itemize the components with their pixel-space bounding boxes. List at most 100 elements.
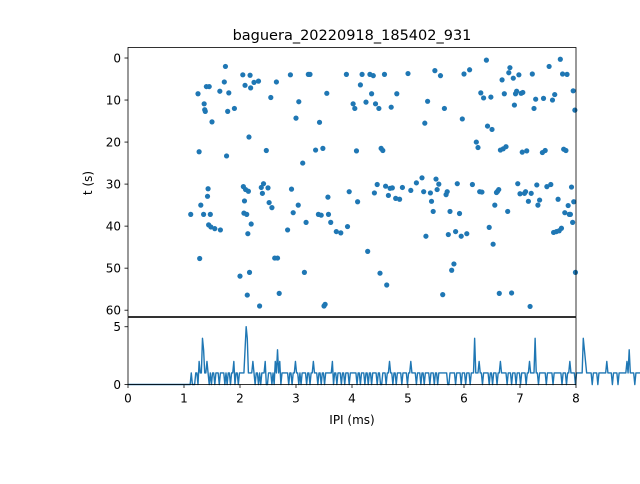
scatter-point — [385, 192, 391, 199]
top-y-tick-label: 60 — [106, 304, 121, 318]
scatter-point — [274, 255, 281, 261]
scatter-point — [198, 202, 204, 208]
scatter-point — [562, 210, 568, 216]
bottom-x-tick-label: 5 — [404, 392, 412, 406]
scatter-point — [524, 148, 530, 154]
scatter-point — [499, 77, 505, 83]
top-y-tick-label: 50 — [106, 262, 121, 276]
scatter-point — [276, 290, 282, 296]
scatter-point — [503, 144, 509, 150]
scatter-point — [537, 197, 543, 203]
scatter-point — [447, 208, 453, 215]
scatter-point — [496, 290, 502, 296]
bottom-plot-frame — [127, 317, 577, 385]
scatter-point — [434, 186, 440, 193]
scatter-point — [459, 116, 465, 122]
scatter-point — [523, 189, 529, 195]
scatter-point — [517, 191, 523, 197]
scatter-point — [231, 105, 237, 112]
scatter-point — [572, 269, 579, 275]
scatter-point — [295, 202, 301, 208]
scatter-point — [558, 225, 565, 231]
scatter-point — [245, 188, 251, 194]
scatter-point — [422, 120, 428, 126]
scatter-point — [202, 108, 208, 114]
scatter-point — [437, 73, 444, 79]
scatter-point — [320, 145, 326, 151]
scatter-point — [484, 123, 491, 129]
scatter-point — [542, 147, 548, 154]
scatter-point — [365, 248, 371, 254]
scatter-point — [328, 219, 334, 225]
scatter-point — [207, 211, 213, 217]
scatter-point — [355, 199, 361, 205]
scatter-point — [196, 149, 202, 155]
scatter-point — [456, 210, 463, 217]
scatter-point — [266, 199, 272, 206]
scatter-points — [188, 56, 579, 310]
scatter-point — [469, 181, 475, 188]
scatter-point — [287, 72, 293, 78]
bottom-y-tick-label: 5 — [113, 320, 121, 334]
scatter-point — [226, 90, 232, 96]
scatter-point — [464, 231, 470, 237]
scatter-point — [475, 144, 481, 151]
top-y-tick-label: 30 — [106, 178, 121, 192]
bottom-y-ticks: 05 — [113, 320, 128, 392]
scatter-point — [221, 79, 227, 85]
scatter-point — [325, 194, 331, 200]
scatter-point — [445, 231, 451, 238]
scatter-point — [571, 199, 577, 205]
scatter-point — [197, 255, 203, 262]
scatter-point — [300, 160, 306, 166]
scatter-point — [432, 68, 438, 74]
scatter-point — [559, 71, 566, 77]
scatter-point — [535, 202, 541, 208]
scatter-point — [325, 211, 332, 217]
scatter-point — [225, 108, 231, 114]
scatter-point — [255, 78, 262, 84]
scatter-point — [244, 211, 250, 217]
scatter-point — [370, 73, 376, 79]
scatter-point — [564, 71, 570, 77]
scatter-point — [371, 190, 377, 196]
bottom-x-tick-label: 6 — [460, 392, 468, 406]
chart-title: baguera_20220918_185402_931 — [233, 28, 472, 44]
scatter-point — [217, 227, 223, 233]
scatter-point — [528, 190, 534, 196]
scatter-point — [427, 190, 433, 196]
scatter-point — [363, 99, 369, 105]
scatter-point — [324, 90, 330, 96]
scatter-point — [316, 119, 323, 125]
scatter-point — [534, 182, 540, 188]
scatter-point — [352, 105, 358, 112]
scatter-point — [461, 71, 467, 77]
scatter-point — [258, 184, 264, 191]
scatter-point — [525, 198, 532, 204]
scatter-point — [567, 211, 574, 217]
scatter-point — [520, 89, 526, 96]
scatter-point — [540, 95, 547, 101]
scatter-point — [506, 70, 512, 76]
scatter-point — [322, 301, 328, 307]
scatter-point — [546, 63, 552, 70]
scatter-point — [570, 219, 576, 225]
scatter-point — [394, 91, 400, 97]
top-y-tick-label: 0 — [113, 52, 121, 66]
scatter-point — [519, 149, 525, 155]
scatter-point — [248, 85, 254, 91]
scatter-point — [514, 88, 520, 94]
bottom-y-tick-label: 0 — [113, 378, 121, 392]
top-y-ticks: 0 10 20 30 40 50 60 — [106, 52, 128, 318]
scatter-point — [441, 105, 447, 112]
scatter-point — [486, 224, 492, 230]
y-axis-label: t (s) — [81, 171, 95, 195]
scatter-point — [353, 148, 360, 154]
bottom-x-tick-label: 3 — [292, 392, 300, 406]
scatter-point — [245, 231, 251, 237]
scatter-point — [338, 230, 344, 236]
scatter-point — [240, 72, 246, 78]
